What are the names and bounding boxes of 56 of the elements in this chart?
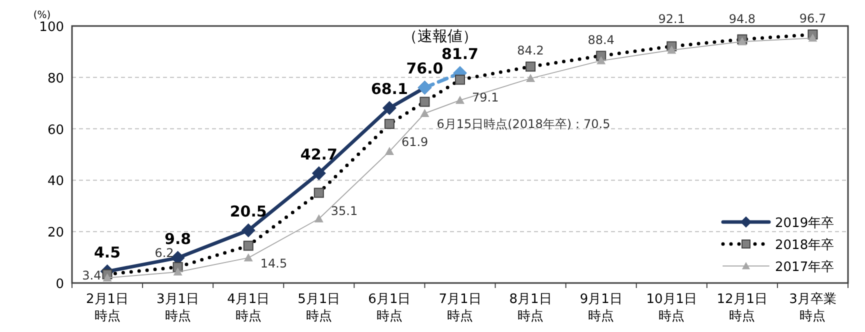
data-label: 14.5	[260, 256, 288, 271]
x-tick-label: 6月1日時点	[368, 292, 411, 324]
point	[420, 108, 430, 117]
point	[312, 166, 326, 180]
annotation: （速報値）	[402, 27, 478, 46]
y-tick-label: 80	[47, 71, 64, 86]
data-label: 92.1	[658, 12, 685, 26]
point	[314, 214, 324, 222]
x-tick-label: 8月1日時点	[509, 292, 552, 324]
y-tick-label: 100	[39, 20, 64, 35]
data-label: 96.7	[799, 11, 826, 26]
x-tick-label: 5月1日時点	[298, 292, 340, 324]
data-label: 4.5	[94, 243, 121, 262]
annotation: 6月15日時点(2018年卒)：70.5	[436, 116, 610, 131]
point	[808, 34, 818, 42]
point	[596, 56, 606, 64]
x-tick-label: 10月1日時点	[646, 292, 698, 324]
data-label: 42.7	[300, 145, 338, 164]
data-label: 76.0	[406, 60, 444, 78]
y-tick-label: 0	[56, 277, 64, 292]
x-tick-label: 7月1日時点	[438, 292, 482, 324]
data-label: 35.1	[330, 204, 358, 218]
y-tick-label: 60	[47, 122, 64, 138]
point	[526, 74, 536, 82]
point	[241, 223, 256, 238]
legend-label: 2017年卒	[775, 260, 834, 275]
x-tick-label: 3月1日時点	[156, 292, 200, 324]
point	[384, 146, 394, 156]
y-axis-title: (%)	[33, 10, 51, 21]
x-tick-label: 9月1日時点	[580, 292, 622, 324]
data-label: 6.2	[154, 246, 174, 260]
legend-label: 2018年卒	[775, 238, 834, 253]
point	[456, 96, 464, 104]
point	[382, 100, 396, 115]
point	[173, 267, 182, 276]
point	[738, 37, 747, 46]
legend-label: 2019年卒	[775, 216, 834, 231]
data-label: 84.2	[517, 44, 544, 58]
data-label: 81.7	[441, 45, 479, 64]
y-tick-label: 20	[47, 226, 64, 241]
data-label: 20.5	[230, 202, 267, 220]
data-label: 88.4	[588, 32, 614, 47]
data-label: 61.9	[401, 134, 428, 149]
data-label: 3.4	[82, 268, 102, 282]
x-tick-label: 2月1日時点	[86, 292, 129, 324]
data-label: 68.1	[370, 80, 408, 98]
data-label: 94.8	[728, 12, 756, 26]
data-label: 9.8	[164, 230, 192, 248]
x-tick-label: 12月1日時点	[716, 292, 768, 324]
point	[244, 253, 253, 262]
x-tick-label: 4月1日時点	[227, 292, 270, 324]
point	[102, 273, 112, 282]
y-tick-label: 40	[47, 174, 64, 190]
point	[667, 46, 676, 54]
data-label: 79.1	[472, 90, 499, 105]
x-tick-label: 3月卒業時点	[789, 292, 836, 324]
